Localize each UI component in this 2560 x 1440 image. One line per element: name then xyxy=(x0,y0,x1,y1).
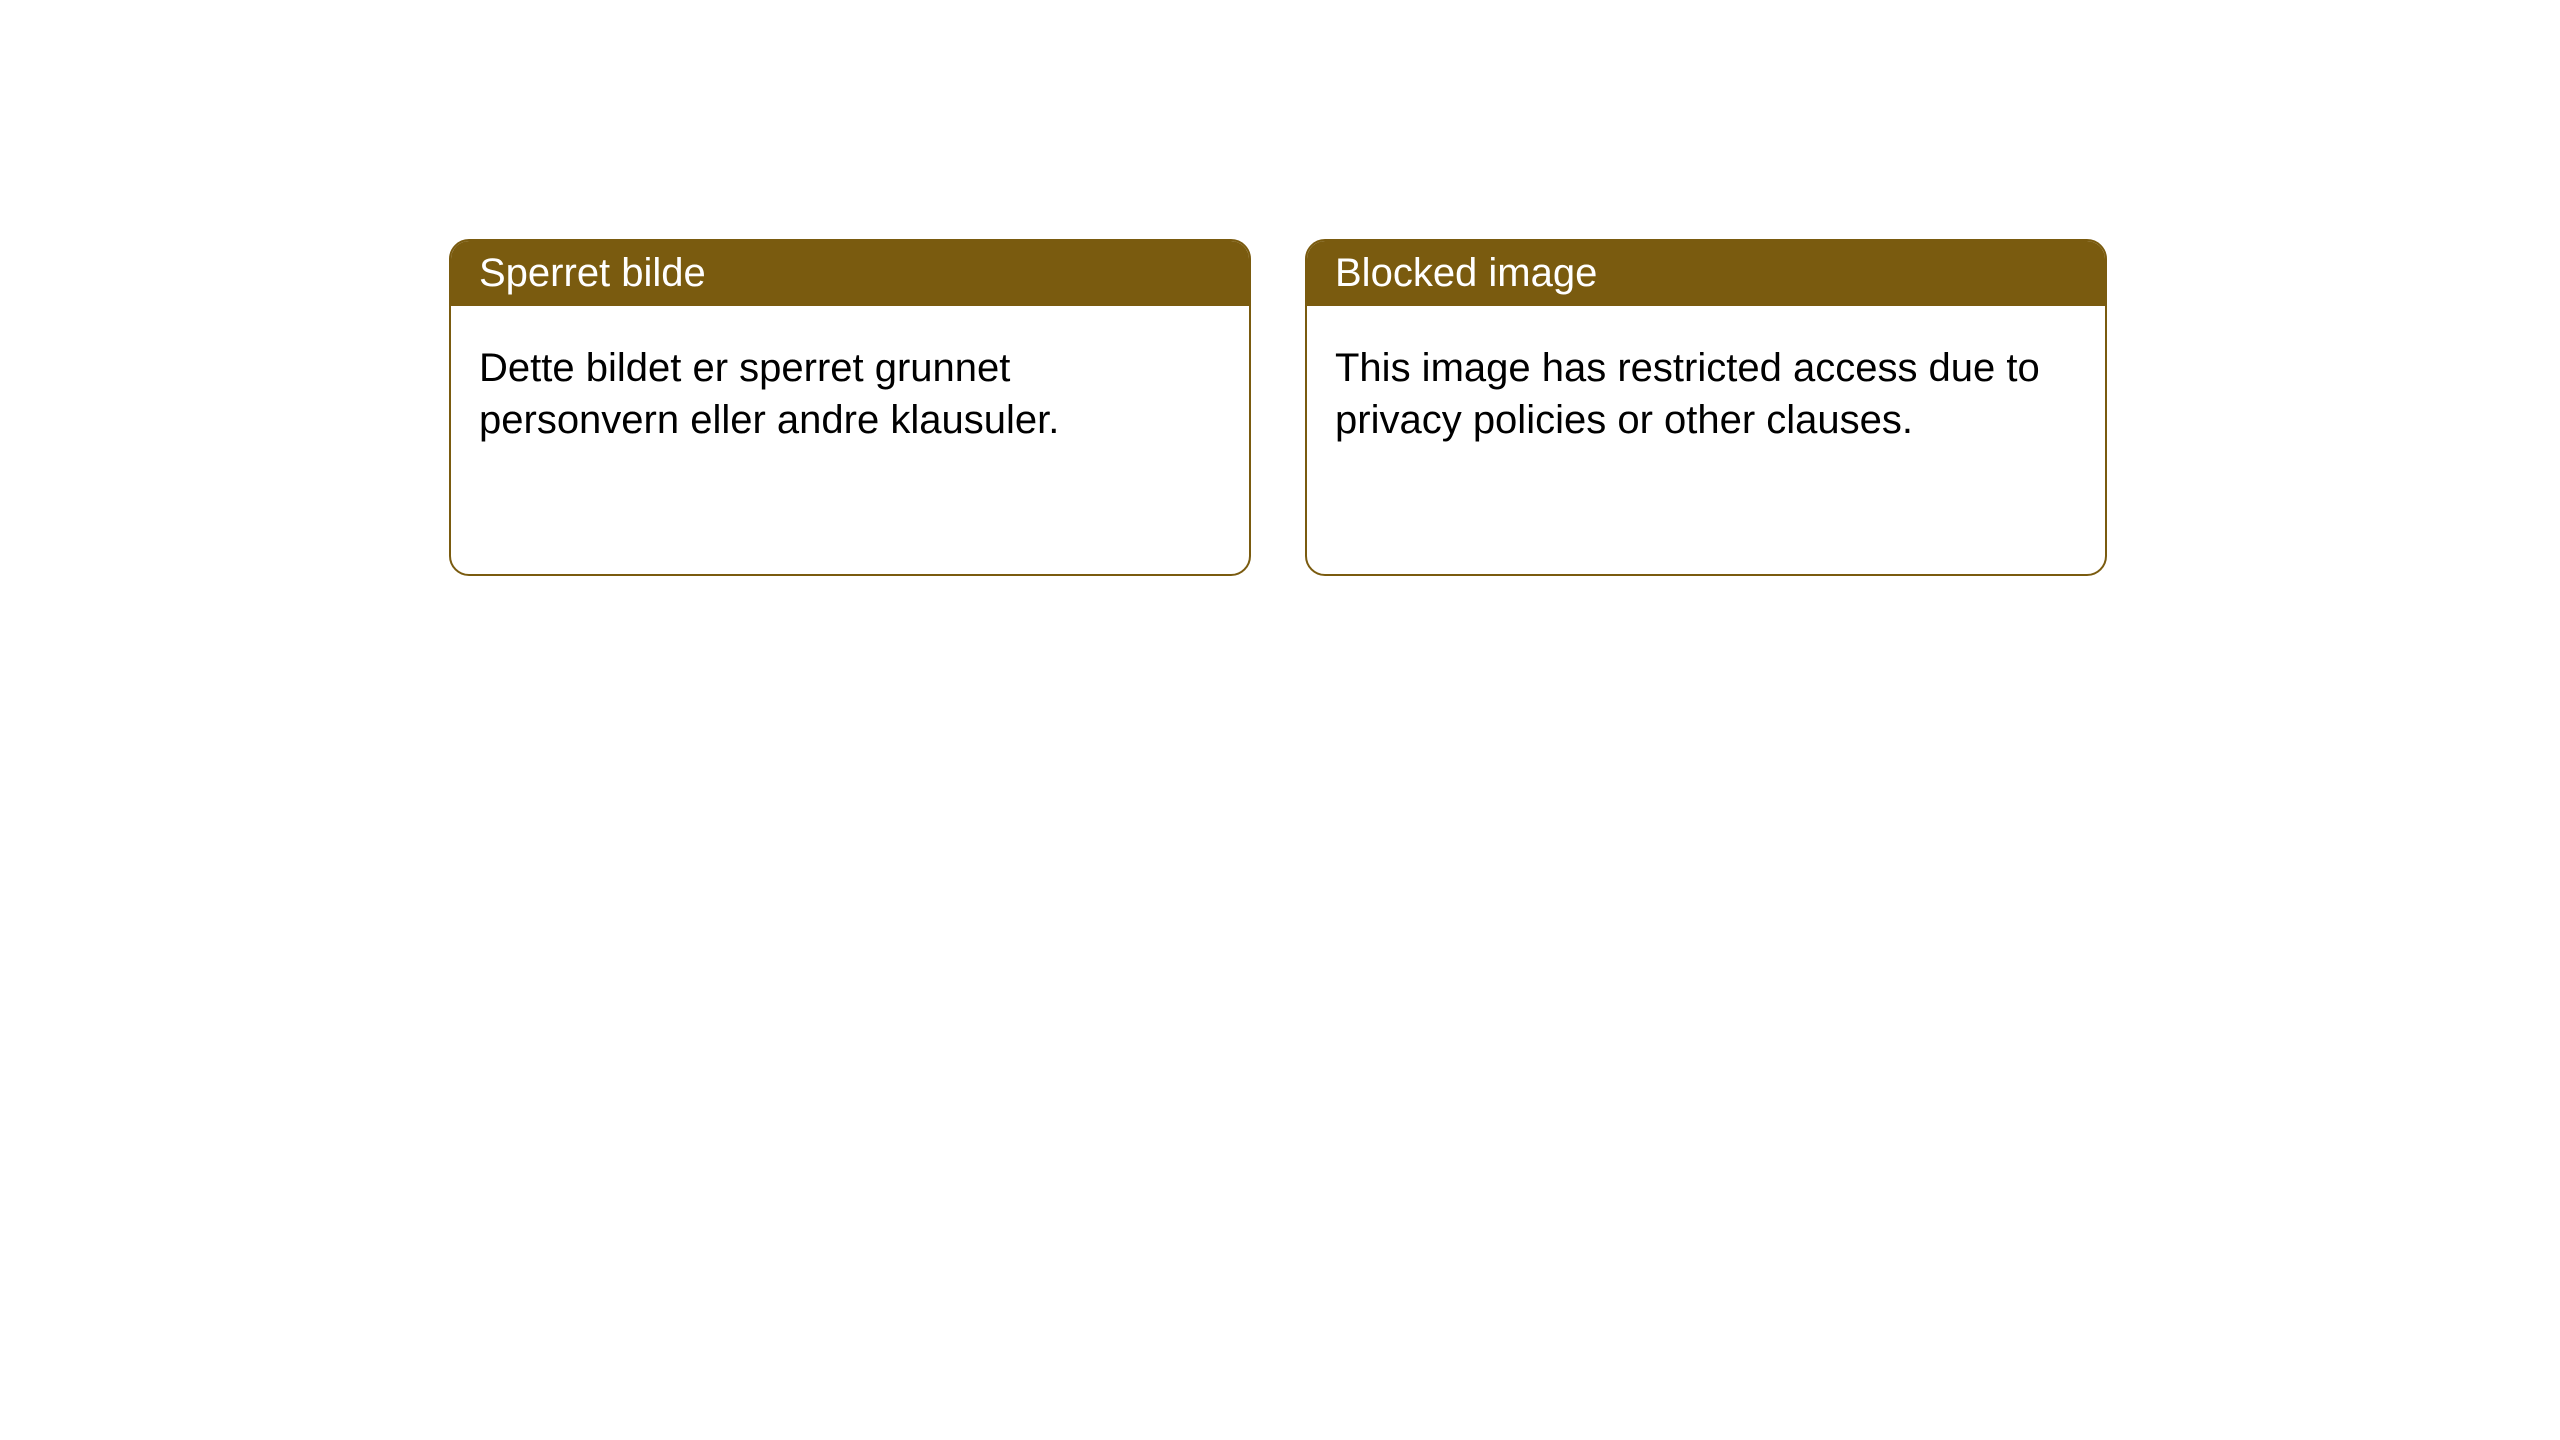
card-body-text: Dette bildet er sperret grunnet personve… xyxy=(451,306,1249,482)
card-header-title: Blocked image xyxy=(1307,241,2105,306)
cards-container: Sperret bilde Dette bildet er sperret gr… xyxy=(0,0,2560,576)
card-header-title: Sperret bilde xyxy=(451,241,1249,306)
card-body-text: This image has restricted access due to … xyxy=(1307,306,2105,482)
blocked-image-card-norwegian: Sperret bilde Dette bildet er sperret gr… xyxy=(449,239,1251,576)
blocked-image-card-english: Blocked image This image has restricted … xyxy=(1305,239,2107,576)
